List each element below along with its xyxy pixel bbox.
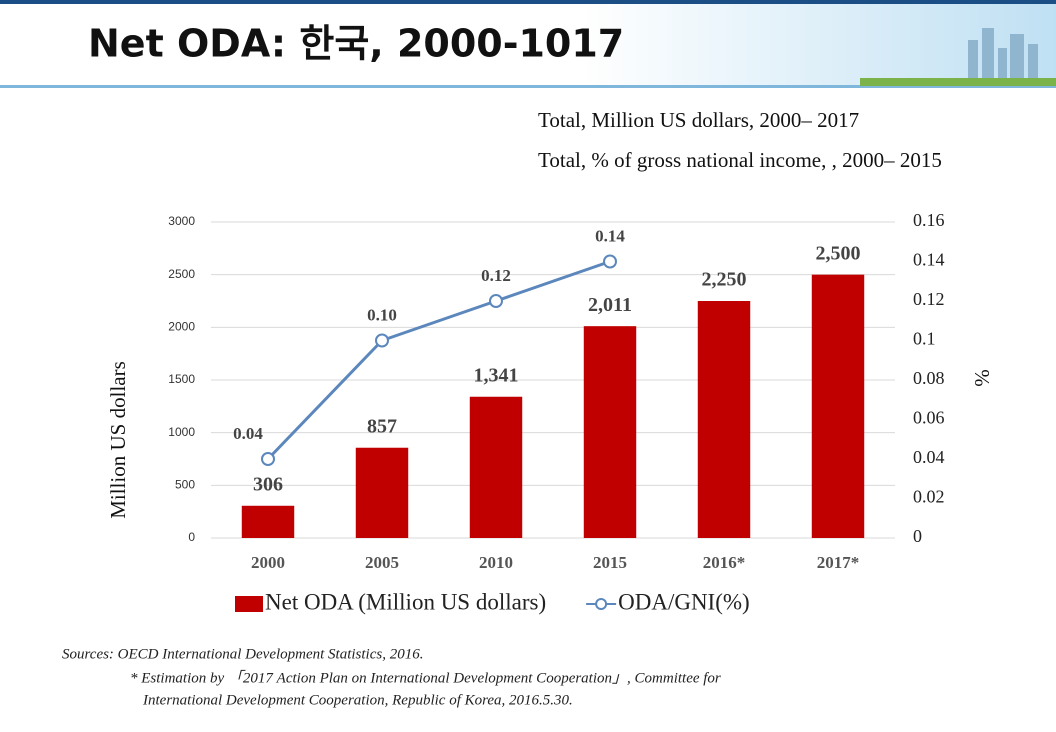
- source-note: Sources: OECD International Development …: [62, 646, 423, 662]
- bar: [469, 396, 523, 538]
- data-label: 2,011: [588, 294, 632, 316]
- y2-tick-label: 0.02: [913, 487, 945, 507]
- x-tick-label: 2000: [251, 553, 285, 572]
- y2-axis-label: %: [970, 369, 994, 387]
- y-tick-label: 500: [175, 478, 195, 492]
- data-label: 1,341: [474, 364, 519, 386]
- header-line: [0, 85, 1056, 88]
- line-point: [603, 254, 617, 269]
- bar: [697, 301, 751, 538]
- y2-tick-label: 0.04: [913, 447, 945, 467]
- y2-tick-label: 0.1: [913, 329, 936, 349]
- y2-tick-label: 0.14: [913, 250, 945, 270]
- data-label: 0.12: [481, 266, 511, 285]
- y2-tick-label: 0.12: [913, 289, 945, 309]
- y-tick-label: 3000: [168, 214, 195, 228]
- city-icon: [860, 28, 1056, 86]
- y-tick-label: 1500: [168, 372, 195, 386]
- data-label: 0.04: [233, 424, 263, 443]
- subtitle: Total, Million US dollars, 2000– 2017: [538, 108, 859, 132]
- line-point: [261, 452, 275, 466]
- x-tick-label: 2015: [593, 553, 627, 572]
- data-label: 2,250: [702, 269, 747, 291]
- y-tick-label: 2000: [168, 320, 195, 334]
- y2-tick-label: 0.16: [913, 210, 945, 230]
- x-tick-label: 2010: [479, 553, 513, 572]
- y2-tick-label: 0.06: [913, 408, 945, 428]
- data-label: 2,500: [816, 242, 861, 264]
- legend-label: ODA/GNI(%): [618, 589, 750, 614]
- source-note: * Estimation by 「2017 Action Plan on Int…: [130, 669, 721, 686]
- top-border: [0, 0, 1056, 4]
- header-band: [0, 0, 1056, 88]
- legend-swatch: [235, 596, 263, 612]
- source-note: International Development Cooperation, R…: [142, 692, 573, 708]
- legend-label: Net ODA (Million US dollars): [265, 589, 546, 614]
- legend-swatch: [595, 598, 608, 610]
- y-tick-label: 1000: [168, 425, 195, 439]
- y2-tick-label: 0.08: [913, 368, 945, 388]
- y-axis-label: Million US dollars: [106, 361, 130, 519]
- bar: [811, 274, 865, 538]
- bar: [241, 505, 295, 538]
- subtitle: Total, % of gross national income, , 200…: [538, 148, 942, 172]
- data-label: 0.14: [595, 226, 625, 245]
- x-tick-label: 2016*: [703, 553, 746, 572]
- line-point: [489, 294, 503, 308]
- x-tick-label: 2005: [365, 553, 399, 572]
- x-tick-label: 2017*: [817, 553, 860, 572]
- y-tick-label: 0: [188, 530, 195, 544]
- bar: [355, 447, 409, 538]
- y2-tick-label: 0: [913, 526, 922, 546]
- data-label: 0.10: [367, 305, 397, 324]
- line: [266, 260, 611, 461]
- bar: [583, 326, 637, 538]
- data-label: 857: [367, 415, 397, 437]
- title: Net ODA: 한국, 2000-1017: [88, 22, 624, 66]
- line-point: [375, 333, 389, 348]
- data-label: 306: [253, 473, 283, 495]
- y-tick-label: 2500: [168, 267, 195, 281]
